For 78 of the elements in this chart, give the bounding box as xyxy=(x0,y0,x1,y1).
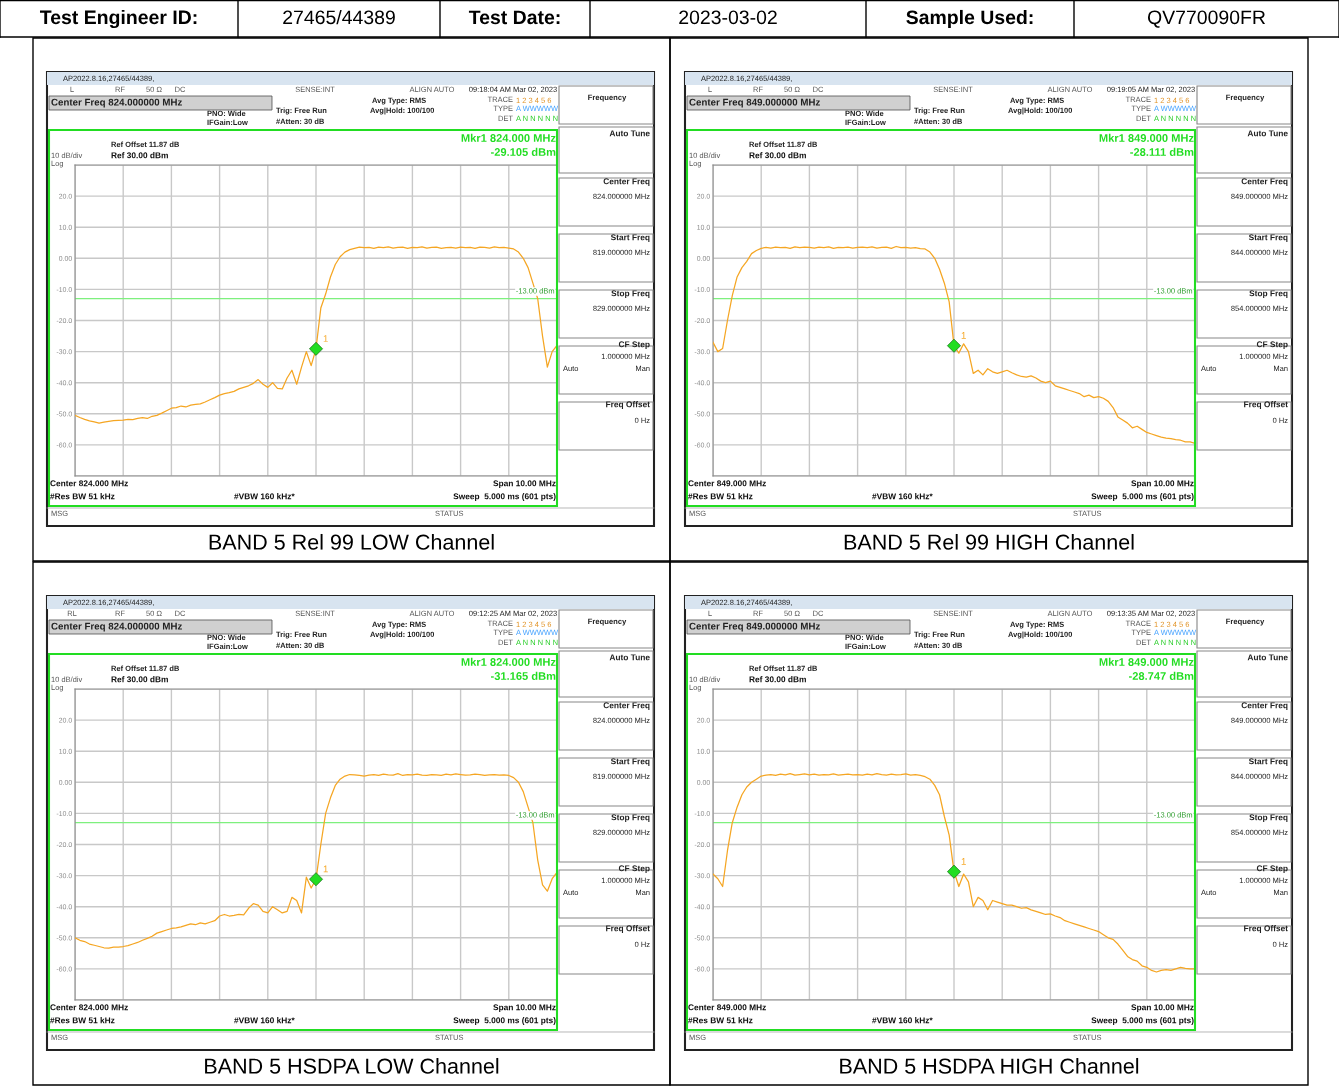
text: Center 849.000 MHz xyxy=(688,1004,766,1011)
text: QV770090FR xyxy=(1147,10,1266,28)
text: CF Step xyxy=(618,341,650,349)
text: CF Step xyxy=(618,865,650,873)
text: Ref 30.00 dBm xyxy=(111,676,168,683)
text: Span 10.00 MHz xyxy=(493,1004,556,1012)
text: Center Freq 849.000000 MHz xyxy=(689,98,820,108)
text: Mkr1 824.000 MHz xyxy=(461,657,556,666)
line-series xyxy=(75,772,557,949)
text: Stop Freq xyxy=(1249,290,1288,298)
text: -28.747 dBm xyxy=(1128,671,1194,680)
text: Auto Tune xyxy=(1247,654,1288,661)
text: 27465/44389 xyxy=(283,9,395,25)
text: #VBW 160 kHz* xyxy=(872,493,933,500)
text: #VBW 160 kHz* xyxy=(872,1017,933,1024)
text: Sweep 5.000 ms (601 pts) xyxy=(1091,1017,1194,1025)
text: BAND 5 HSDPA HIGH Channel xyxy=(840,1057,1139,1074)
text: Stop Freq xyxy=(1249,814,1288,822)
line-series xyxy=(75,246,557,424)
text: BAND 5 HSDPA LOW Channel xyxy=(205,1057,499,1074)
text: Center 824.000 MHz xyxy=(50,1004,128,1011)
text: Test Date: xyxy=(468,10,560,25)
text: Start Freq xyxy=(610,234,650,242)
text: Sweep 5.000 ms (601 pts) xyxy=(1091,493,1194,501)
text: Mkr1 849.000 MHz xyxy=(1099,133,1194,142)
annotation: 1 xyxy=(961,858,966,865)
text: Freq Offset xyxy=(1244,925,1288,933)
text: -31.165 dBm xyxy=(490,671,556,680)
text: Center Freq 824.000000 MHz xyxy=(51,622,182,632)
text: Stop Freq xyxy=(611,290,650,298)
text: Start Freq xyxy=(1248,758,1288,766)
text: Center Freq xyxy=(603,702,650,710)
annotation: 1 xyxy=(323,335,328,342)
text: CF Step xyxy=(1256,865,1288,873)
text: Mkr1 824.000 MHz xyxy=(461,133,556,142)
text: Freq Offset xyxy=(606,401,650,409)
text: #Res BW 51 kHz xyxy=(688,493,753,500)
text: BAND 5 Rel 99 LOW Channel xyxy=(209,533,494,550)
text: #Res BW 51 kHz xyxy=(688,1017,753,1024)
text: Start Freq xyxy=(1248,234,1288,242)
text: Center Freq 849.000000 MHz xyxy=(689,622,820,632)
text: Sample Used: xyxy=(906,9,1033,29)
text: Mkr1 849.000 MHz xyxy=(1099,657,1194,666)
text: Auto Tune xyxy=(1247,130,1288,137)
text: -29.105 dBm xyxy=(490,147,556,156)
text: Sweep 5.000 ms (601 pts) xyxy=(453,493,556,501)
line-series xyxy=(713,245,1195,444)
text: Ref 30.00 dBm xyxy=(749,152,806,159)
text: Start Freq xyxy=(610,758,650,766)
text: #VBW 160 kHz* xyxy=(234,1017,295,1024)
text: Stop Freq xyxy=(611,814,650,822)
text: Auto Tune xyxy=(609,654,650,661)
text: BAND 5 Rel 99 HIGH Channel xyxy=(844,533,1134,550)
text: Span 10.00 MHz xyxy=(1131,1004,1194,1012)
text: Test Engineer ID: xyxy=(39,9,197,29)
text: Center 849.000 MHz xyxy=(688,480,766,487)
text: #Res BW 51 kHz xyxy=(50,1017,115,1024)
text: #VBW 160 kHz* xyxy=(234,493,295,500)
text: Sweep 5.000 ms (601 pts) xyxy=(453,1017,556,1025)
text: Center Freq xyxy=(1241,178,1288,186)
annotation: 1 xyxy=(323,865,328,873)
text: Span 10.00 MHz xyxy=(1131,480,1194,488)
text: Auto Tune xyxy=(609,130,650,137)
text: CF Step xyxy=(1256,341,1288,349)
text: Freq Offset xyxy=(606,925,650,933)
text: Ref 30.00 dBm xyxy=(111,152,168,159)
text: #Res BW 51 kHz xyxy=(50,493,115,500)
text: -28.111 dBm xyxy=(1130,147,1194,156)
text: Center 824.000 MHz xyxy=(50,480,128,487)
text: Span 10.00 MHz xyxy=(493,480,556,488)
text: Freq Offset xyxy=(1244,401,1288,409)
line-series xyxy=(713,772,1195,973)
text: Center Freq xyxy=(603,178,650,186)
text: 2023-03-02 xyxy=(679,10,777,25)
annotation: 1 xyxy=(961,332,966,339)
text: Ref 30.00 dBm xyxy=(749,676,806,683)
text: Center Freq xyxy=(1241,702,1288,710)
text: Center Freq 824.000000 MHz xyxy=(51,98,182,108)
